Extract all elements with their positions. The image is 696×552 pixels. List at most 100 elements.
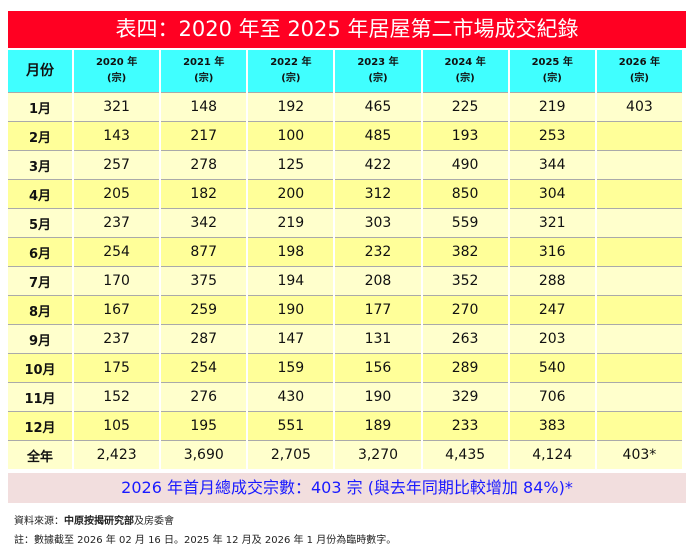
unit-label: (宗) — [194, 73, 214, 84]
header-year: 2024 年 (宗) — [422, 50, 508, 92]
value-cell: 195 — [161, 411, 247, 440]
header-year: 2022 年 (宗) — [248, 50, 334, 92]
value-cell: 170 — [74, 266, 160, 295]
table-row: 11月 152 276 430 190 329 706 — [8, 382, 682, 411]
table-row: 2月 143 217 100 485 193 253 — [8, 121, 682, 150]
table-row: 7月 170 375 194 208 352 288 — [8, 266, 682, 295]
month-cell: 7月 — [8, 266, 73, 295]
value-cell: 237 — [74, 324, 160, 353]
unit-label: (宗) — [455, 73, 475, 84]
value-cell: 2,423 — [74, 440, 160, 469]
value-cell: 143 — [74, 121, 160, 150]
header-year: 2025 年 (宗) — [509, 50, 595, 92]
value-cell: 105 — [74, 411, 160, 440]
value-cell: 403 — [596, 92, 682, 121]
value-cell: 159 — [248, 353, 334, 382]
value-cell: 205 — [74, 179, 160, 208]
value-cell: 270 — [422, 295, 508, 324]
source-note: 資料來源：中原按揭研究部及房委會 — [14, 512, 174, 527]
value-cell: 237 — [74, 208, 160, 237]
value-cell: 344 — [509, 150, 595, 179]
value-cell: 422 — [335, 150, 421, 179]
month-cell: 5月 — [8, 208, 73, 237]
value-cell: 316 — [509, 237, 595, 266]
month-cell: 6月 — [8, 237, 73, 266]
value-cell: 257 — [74, 150, 160, 179]
value-cell: 156 — [335, 353, 421, 382]
header-year: 2026 年 (宗) — [596, 50, 682, 92]
value-cell: 263 — [422, 324, 508, 353]
month-cell: 12月 — [8, 411, 73, 440]
value-cell: 225 — [422, 92, 508, 121]
value-cell: 190 — [335, 382, 421, 411]
value-cell: 465 — [335, 92, 421, 121]
value-cell — [596, 121, 682, 150]
table-row: 10月 175 254 159 156 289 540 — [8, 353, 682, 382]
value-cell: 321 — [509, 208, 595, 237]
value-cell: 312 — [335, 179, 421, 208]
value-cell: 375 — [161, 266, 247, 295]
value-cell: 232 — [335, 237, 421, 266]
value-cell: 3,690 — [161, 440, 247, 469]
month-cell: 3月 — [8, 150, 73, 179]
year-label: 2020 年 — [95, 57, 138, 68]
table-row: 8月 167 259 190 177 270 247 — [8, 295, 682, 324]
header-year: 2023 年 (宗) — [335, 50, 421, 92]
value-cell: 208 — [335, 266, 421, 295]
month-cell: 全年 — [8, 440, 73, 469]
value-cell — [596, 179, 682, 208]
value-cell: 203 — [509, 324, 595, 353]
unit-label: (宗) — [542, 73, 562, 84]
table-row: 4月 205 182 200 312 850 304 — [8, 179, 682, 208]
value-cell — [596, 295, 682, 324]
value-cell: 254 — [161, 353, 247, 382]
value-cell: 200 — [248, 179, 334, 208]
value-cell: 182 — [161, 179, 247, 208]
value-cell: 540 — [509, 353, 595, 382]
value-cell: 383 — [509, 411, 595, 440]
value-cell: 303 — [335, 208, 421, 237]
year-label: 2021 年 — [183, 57, 225, 68]
header-year: 2020 年 (宗) — [74, 50, 160, 92]
value-cell: 192 — [248, 92, 334, 121]
table-row: 6月 254 877 198 232 382 316 — [8, 237, 682, 266]
table-title: 表四：2020 年至 2025 年居屋第二市場成交紀錄 — [8, 11, 686, 48]
value-cell — [596, 382, 682, 411]
value-cell: 304 — [509, 179, 595, 208]
value-cell: 131 — [335, 324, 421, 353]
table-row: 12月 105 195 551 189 233 383 — [8, 411, 682, 440]
value-cell: 219 — [248, 208, 334, 237]
value-cell: 254 — [74, 237, 160, 266]
value-cell: 4,435 — [422, 440, 508, 469]
value-cell: 321 — [74, 92, 160, 121]
source-rest: 及房委會 — [134, 516, 174, 527]
value-cell: 177 — [335, 295, 421, 324]
value-cell — [596, 324, 682, 353]
unit-label: (宗) — [281, 73, 301, 84]
month-cell: 11月 — [8, 382, 73, 411]
value-cell: 147 — [248, 324, 334, 353]
value-cell: 4,124 — [509, 440, 595, 469]
value-cell: 352 — [422, 266, 508, 295]
value-cell: 559 — [422, 208, 508, 237]
value-cell — [596, 237, 682, 266]
transactions-table: 月份 2020 年 (宗) 2021 年 (宗) 2022 年 (宗) 2023 年 (宗) 20… — [6, 50, 684, 469]
table-row: 9月 237 287 147 131 263 203 — [8, 324, 682, 353]
value-cell: 167 — [74, 295, 160, 324]
value-cell: 259 — [161, 295, 247, 324]
source-label: 資料來源： — [14, 516, 64, 527]
value-cell: 100 — [248, 121, 334, 150]
value-cell: 233 — [422, 411, 508, 440]
value-cell: 175 — [74, 353, 160, 382]
table-row: 5月 237 342 219 303 559 321 — [8, 208, 682, 237]
month-cell: 9月 — [8, 324, 73, 353]
value-cell: 2,705 — [248, 440, 334, 469]
month-cell: 10月 — [8, 353, 73, 382]
value-cell: 198 — [248, 237, 334, 266]
footnote: 註：數據截至 2026 年 02 月 16 日。2025 年 12 月及 202… — [14, 535, 397, 546]
value-cell: 430 — [248, 382, 334, 411]
value-cell: 289 — [422, 353, 508, 382]
value-cell: 403* — [596, 440, 682, 469]
value-cell: 490 — [422, 150, 508, 179]
year-label: 2026 年 — [618, 57, 661, 68]
